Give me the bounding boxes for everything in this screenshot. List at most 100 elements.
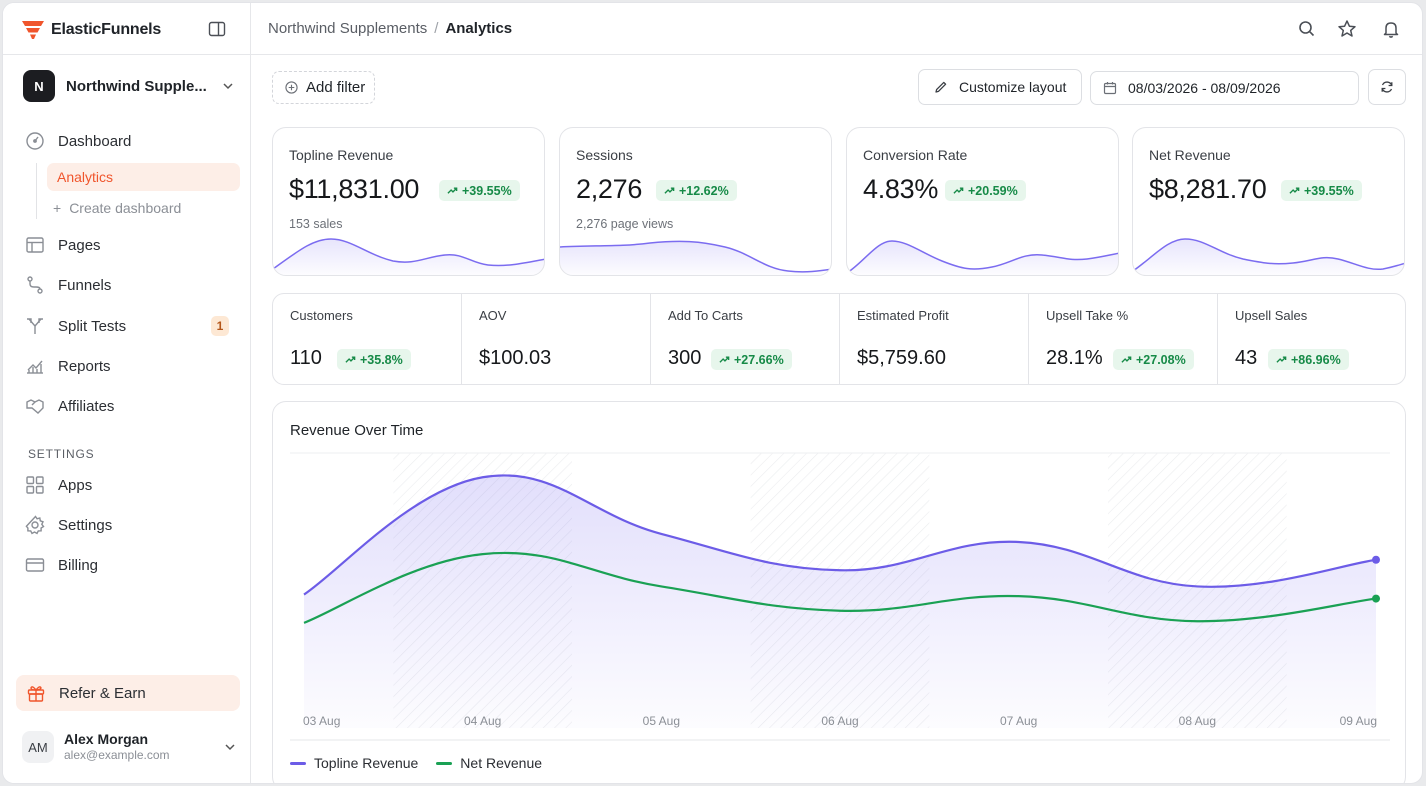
data-point[interactable] xyxy=(1372,555,1380,564)
legend-label: Topline Revenue xyxy=(314,755,419,771)
change-value: +27.66% xyxy=(734,352,784,367)
brand-logo-icon xyxy=(22,21,44,39)
sidebar-item-label: Billing xyxy=(58,556,99,574)
change-value: +39.55% xyxy=(462,183,512,198)
sidebar-item-split-tests[interactable]: Split Tests 1 xyxy=(25,311,239,341)
user-info: Alex Morgan alex@example.com xyxy=(64,731,213,763)
refer-earn-button[interactable]: Refer & Earn xyxy=(16,675,240,711)
workspace-avatar: N xyxy=(23,70,55,102)
series-line-net[interactable] xyxy=(303,551,1377,624)
metric-title: Estimated Profit xyxy=(857,308,949,323)
sidebar-item-billing[interactable]: Billing xyxy=(25,550,239,580)
workspace-name: Northwind Supple... xyxy=(66,77,207,95)
legend-swatch xyxy=(290,761,306,765)
sidebar-item-apps[interactable]: Apps xyxy=(25,470,239,500)
metric-upsell-take[interactable]: Upsell Take % 28.1% +27.08% xyxy=(1029,294,1218,384)
metric-value: 110 xyxy=(290,347,322,369)
refer-label: Refer & Earn xyxy=(59,684,146,702)
date-range-picker[interactable]: 08/03/2026 - 08/09/2026 xyxy=(1090,71,1359,105)
create-dashboard-link[interactable]: + Create dashboard xyxy=(53,199,181,217)
change-badge: +39.55% xyxy=(439,180,520,201)
metric-title: Upsell Take % xyxy=(1046,308,1129,323)
user-email: alex@example.com xyxy=(64,748,170,762)
chart-legend: Topline Revenue Net Revenue xyxy=(290,755,542,771)
kpi-card-net-revenue[interactable]: Net Revenue $8,281.70 +39.55% xyxy=(1132,127,1405,276)
kpi-card-topline-revenue[interactable]: Topline Revenue $11,831.00 +39.55% 153 s… xyxy=(272,127,545,276)
trend-up-icon xyxy=(664,187,675,194)
sidebar-item-label: Apps xyxy=(58,476,93,494)
change-badge: +20.59% xyxy=(945,180,1026,201)
trend-up-icon xyxy=(345,356,356,363)
series-line-topline[interactable] xyxy=(303,474,1377,596)
sidebar-item-label: Pages xyxy=(58,236,101,254)
metric-value: 300 xyxy=(668,347,702,369)
gauge-icon xyxy=(26,132,44,150)
add-filter-button[interactable]: Add filter xyxy=(272,71,375,104)
kpi-subtext: 153 sales xyxy=(289,217,343,231)
legend-item-net[interactable]: Net Revenue xyxy=(436,755,542,771)
add-filter-label: Add filter xyxy=(306,79,366,96)
kpi-subtext: 2,276 page views xyxy=(576,217,674,231)
metric-customers[interactable]: Customers 110 +35.8% xyxy=(273,294,462,384)
kpi-title: Conversion Rate xyxy=(863,147,968,163)
change-badge: +27.66% xyxy=(711,349,792,370)
x-tick-label: 07 Aug xyxy=(1000,714,1037,728)
sidebar-item-label: Reports xyxy=(58,357,111,375)
brand[interactable]: ElasticFunnels xyxy=(21,19,161,41)
sidebar-item-funnels[interactable]: Funnels xyxy=(25,270,239,300)
sidebar-subitem-analytics[interactable]: Analytics xyxy=(47,163,240,191)
sidebar-item-pages[interactable]: Pages xyxy=(25,230,239,260)
sidebar-divider xyxy=(3,54,250,55)
change-value: +27.08% xyxy=(1136,352,1186,367)
kpi-card-sessions[interactable]: Sessions 2,276 +12.62% 2,276 page views xyxy=(559,127,832,276)
data-point[interactable] xyxy=(1372,594,1380,603)
user-menu[interactable]: AM Alex Morgan alex@example.com xyxy=(22,729,237,765)
sidebar-item-reports[interactable]: Reports xyxy=(25,351,239,381)
gift-icon xyxy=(27,686,45,702)
kpi-card-conversion-rate[interactable]: Conversion Rate 4.83% +20.59% xyxy=(846,127,1119,276)
metric-value: 28.1% xyxy=(1046,347,1103,369)
star-icon[interactable] xyxy=(1337,19,1357,39)
topbar: Northwind Supplements / Analytics xyxy=(251,3,1422,55)
sidebar-item-dashboard[interactable]: Dashboard xyxy=(25,126,239,156)
metric-add-to-carts[interactable]: Add To Carts 300 +27.66% xyxy=(651,294,840,384)
metric-upsell-sales[interactable]: Upsell Sales 43 +86.96% xyxy=(1218,294,1405,384)
chevron-down-icon xyxy=(223,83,233,90)
refresh-button[interactable] xyxy=(1368,69,1406,105)
grid-icon xyxy=(26,476,44,494)
x-tick-label: 05 Aug xyxy=(643,714,680,728)
metric-value: $5,759.60 xyxy=(857,347,946,369)
sidebar: ElasticFunnels N Northwind Supple... Das… xyxy=(3,3,251,783)
breadcrumb-parent[interactable]: Northwind Supplements xyxy=(268,20,428,37)
sparkline xyxy=(1133,238,1404,275)
sparkline xyxy=(560,240,831,275)
workspace-switcher[interactable]: N Northwind Supple... xyxy=(23,69,235,103)
customize-layout-button[interactable]: Customize layout xyxy=(918,69,1082,105)
search-icon[interactable] xyxy=(1297,19,1317,39)
sidebar-item-affiliates[interactable]: Affiliates xyxy=(25,391,239,421)
sidebar-item-settings[interactable]: Settings xyxy=(25,510,239,540)
metric-value: 43 xyxy=(1235,347,1258,369)
calendar-icon xyxy=(1103,82,1117,95)
breadcrumb-separator: / xyxy=(434,20,439,37)
x-tick-label: 03 Aug xyxy=(303,714,340,728)
table-icon xyxy=(26,237,44,253)
change-badge: +39.55% xyxy=(1281,180,1362,201)
refresh-icon xyxy=(1381,81,1393,93)
metric-title: Upsell Sales xyxy=(1235,308,1308,323)
legend-item-topline[interactable]: Topline Revenue xyxy=(290,755,418,771)
customize-layout-label: Customize layout xyxy=(959,79,1067,95)
metrics-strip: Customers 110 +35.8% AOV $100.03 Add To … xyxy=(272,293,1406,385)
sidebar-item-label: Split Tests xyxy=(58,317,127,335)
change-badge: +27.08% xyxy=(1113,349,1194,370)
count-badge: 1 xyxy=(211,316,229,336)
bell-icon[interactable] xyxy=(1381,19,1401,39)
metric-estimated-profit[interactable]: Estimated Profit $5,759.60 xyxy=(840,294,1029,384)
settings-section-label: SETTINGS xyxy=(28,447,95,461)
credit-card-icon xyxy=(25,558,45,572)
revenue-chart[interactable]: 03 Aug 04 Aug 05 Aug 06 Aug 07 Aug 08 Aug 09 A… xyxy=(273,432,1407,762)
sidebar-toggle-icon[interactable] xyxy=(208,20,226,38)
user-name: Alex Morgan xyxy=(64,731,149,747)
metric-aov[interactable]: AOV $100.03 xyxy=(462,294,651,384)
chart-title: Revenue Over Time xyxy=(290,422,424,439)
